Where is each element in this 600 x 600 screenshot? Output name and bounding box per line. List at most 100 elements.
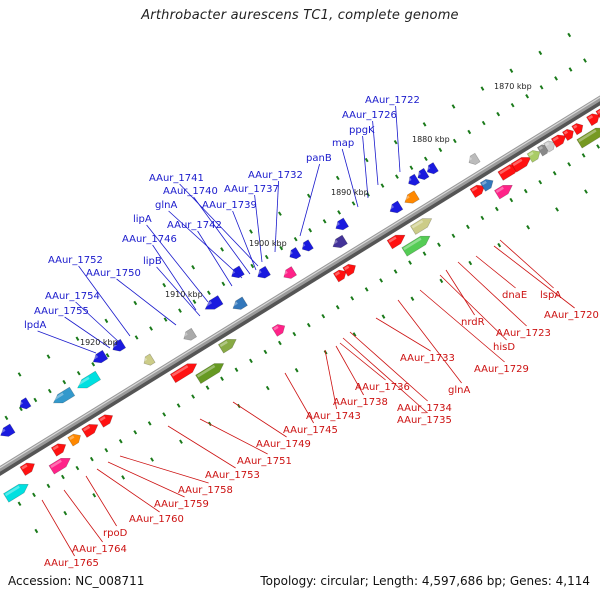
gene-arrow[interactable] [526, 148, 542, 163]
red-gene-label[interactable]: AAur_1759 [154, 499, 209, 510]
red-gene-label[interactable]: AAur_1729 [474, 364, 529, 375]
tick-mark [191, 265, 196, 270]
gene-arrow[interactable] [586, 111, 600, 127]
red-gene-label[interactable]: AAur_1720 [544, 310, 599, 321]
gene-arrow[interactable] [333, 217, 350, 233]
gene-arrow[interactable] [561, 127, 576, 142]
tick-mark [584, 189, 588, 194]
gene-arrow[interactable] [281, 266, 298, 282]
gene-arrow[interactable] [342, 261, 358, 277]
gene-arrow[interactable] [67, 431, 83, 447]
gene-arrow[interactable] [401, 232, 433, 257]
gene-arrow[interactable] [332, 267, 348, 283]
gene-arrow[interactable] [300, 239, 314, 254]
red-gene-label[interactable]: AAur_1764 [72, 544, 127, 555]
gene-arrow[interactable] [479, 176, 495, 192]
blue-gene-label[interactable]: AAur_1755 [34, 306, 89, 317]
gene-arrow[interactable] [287, 247, 302, 261]
blue-gene-label[interactable]: AAur_1732 [248, 170, 303, 181]
red-gene-label[interactable]: AAur_1735 [397, 415, 452, 426]
tick-mark [89, 456, 94, 462]
gene-arrow[interactable] [543, 138, 558, 153]
blue-gene-label[interactable]: AAur_1722 [365, 95, 420, 106]
red-gene-label[interactable]: AAur_1734 [397, 403, 452, 414]
gene-arrow[interactable] [409, 214, 434, 235]
red-gene-label[interactable]: lspA [540, 290, 561, 301]
blue-gene-label[interactable]: lipB [143, 256, 162, 267]
red-gene-label[interactable]: AAur_1765 [44, 558, 99, 569]
red-gene-label[interactable]: AAur_1749 [256, 439, 311, 450]
gene-arrow[interactable] [195, 359, 227, 384]
blue-gene-label[interactable]: AAur_1737 [224, 184, 279, 195]
red-gene-label[interactable]: AAur_1751 [237, 456, 292, 467]
gene-arrow[interactable] [0, 423, 16, 440]
gene-arrow[interactable] [97, 411, 115, 428]
gene-arrow[interactable] [402, 190, 420, 207]
gene-arrow[interactable] [217, 335, 239, 354]
blue-gene-label[interactable]: AAur_1750 [86, 268, 141, 279]
red-gene-label[interactable]: hisD [493, 342, 515, 353]
gene-arrow[interactable] [469, 182, 487, 199]
red-gene-label[interactable]: AAur_1758 [178, 485, 233, 496]
gene-arrow[interactable] [141, 353, 156, 368]
blue-gene-label[interactable]: lipA [133, 214, 152, 225]
gene-arrow[interactable] [466, 152, 481, 167]
tick-mark [509, 68, 514, 73]
red-gene-label[interactable]: glnA [448, 385, 470, 396]
gene-arrow[interactable] [81, 421, 101, 438]
tick-mark [352, 332, 357, 337]
blue-gene-label[interactable]: AAur_1752 [48, 255, 103, 266]
leader-line [457, 261, 527, 327]
gene-arrow[interactable] [550, 132, 568, 148]
red-gene-label[interactable]: AAur_1733 [400, 353, 455, 364]
blue-gene-label[interactable]: AAur_1746 [122, 234, 177, 245]
gene-arrow[interactable] [181, 327, 198, 343]
gene-arrow[interactable] [91, 349, 109, 366]
blue-gene-label[interactable]: AAur_1754 [45, 291, 100, 302]
gene-arrow[interactable] [330, 234, 348, 251]
blue-gene-label[interactable]: AAur_1742 [167, 220, 222, 231]
gene-arrow[interactable] [51, 386, 76, 407]
red-gene-label[interactable]: AAur_1753 [205, 470, 260, 481]
red-gene-label[interactable]: AAur_1738 [333, 397, 388, 408]
blue-gene-label[interactable]: map [332, 138, 354, 149]
gene-arrow[interactable] [255, 265, 271, 281]
gene-arrow[interactable] [406, 173, 421, 188]
gene-arrow[interactable] [110, 338, 127, 354]
gene-arrow[interactable] [203, 295, 224, 314]
gene-arrow[interactable] [169, 360, 199, 384]
blue-gene-label[interactable]: ppgK [349, 125, 375, 136]
gene-arrow[interactable] [386, 231, 408, 250]
gene-arrow[interactable] [3, 480, 31, 503]
gene-arrow[interactable] [387, 200, 404, 216]
gene-arrow[interactable] [230, 296, 248, 313]
red-gene-label[interactable]: AAur_1743 [306, 411, 361, 422]
gene-arrow[interactable] [576, 124, 600, 149]
blue-gene-label[interactable]: AAur_1739 [202, 200, 257, 211]
blue-gene-label[interactable]: glnA [155, 200, 177, 211]
red-gene-label[interactable]: rpoD [103, 528, 128, 539]
blue-gene-label[interactable]: panB [306, 153, 332, 164]
red-gene-label[interactable]: AAur_1745 [283, 425, 338, 436]
gene-arrow[interactable] [75, 370, 102, 392]
gene-arrow[interactable] [271, 322, 287, 337]
blue-gene-label[interactable]: lpdA [24, 320, 46, 331]
gene-arrow[interactable] [494, 181, 515, 200]
red-gene-label[interactable]: AAur_1736 [355, 382, 410, 393]
gene-arrow[interactable] [48, 454, 73, 475]
gene-arrow[interactable] [415, 167, 430, 182]
gene-arrow[interactable] [425, 162, 439, 177]
gene-arrow[interactable] [571, 121, 586, 136]
gene-arrow[interactable] [19, 460, 37, 476]
blue-gene-label[interactable]: AAur_1726 [342, 110, 397, 121]
red-gene-label[interactable]: nrdR [461, 317, 485, 328]
map-title: Arthrobacter aurescens TC1, complete gen… [141, 8, 459, 23]
red-gene-label[interactable]: AAur_1760 [129, 514, 184, 525]
gene-arrow[interactable] [510, 153, 533, 173]
blue-gene-label[interactable]: AAur_1741 [149, 173, 204, 184]
blue-gene-label[interactable]: AAur_1740 [163, 186, 218, 197]
gene-arrow[interactable] [50, 440, 68, 457]
gene-arrow[interactable] [17, 397, 32, 412]
red-gene-label[interactable]: AAur_1723 [496, 328, 551, 339]
red-gene-label[interactable]: dnaE [502, 290, 527, 301]
